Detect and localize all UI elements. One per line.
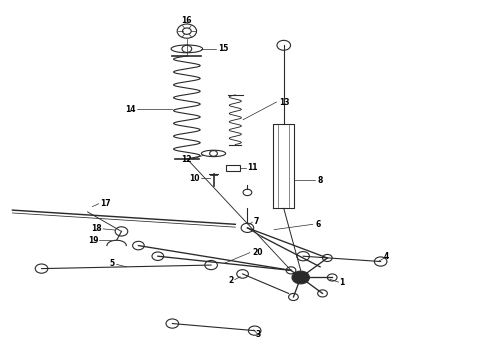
Bar [226, 165, 240, 171]
Text: 1: 1 [340, 278, 345, 287]
Text: 15: 15 [219, 44, 229, 53]
Text: 8: 8 [318, 176, 323, 185]
Text: 12: 12 [181, 155, 192, 164]
Text: 14: 14 [125, 105, 136, 114]
Text: 20: 20 [252, 248, 263, 257]
Text: 5: 5 [109, 259, 114, 268]
Circle shape [292, 271, 309, 284]
Text: 4: 4 [384, 252, 389, 261]
Text: 18: 18 [92, 224, 102, 233]
Text: 10: 10 [190, 174, 200, 183]
Text: 7: 7 [253, 217, 259, 226]
Text: 6: 6 [315, 220, 320, 229]
Text: 3: 3 [256, 330, 261, 339]
Text: 11: 11 [247, 163, 258, 172]
Text: 13: 13 [279, 98, 290, 107]
Text: 17: 17 [99, 198, 110, 207]
Text: 2: 2 [229, 276, 234, 285]
Text: 19: 19 [88, 236, 98, 245]
Text: 16: 16 [182, 16, 192, 25]
